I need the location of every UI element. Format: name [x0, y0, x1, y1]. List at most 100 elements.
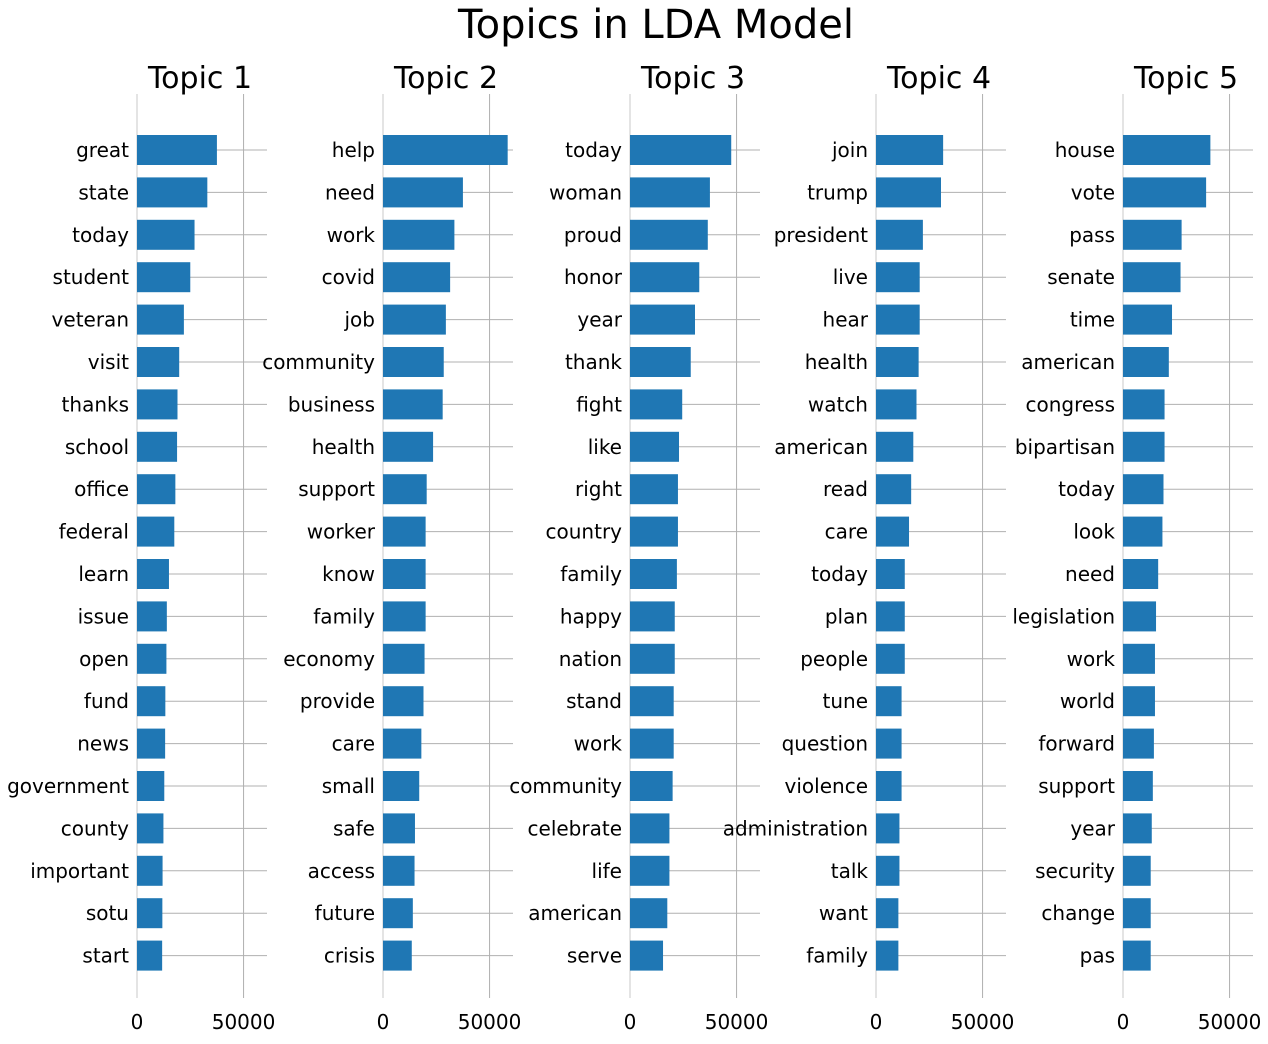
bar [630, 177, 710, 208]
y-tick-label: help [332, 138, 375, 162]
bar [1123, 559, 1159, 589]
y-tick-label: honor [564, 265, 623, 289]
bar [876, 643, 905, 674]
bar [137, 686, 166, 717]
topic-panel: join trump president live hear health watch ame… [723, 61, 1015, 1034]
topic-title: Topic 3 [640, 61, 745, 96]
bar [383, 262, 451, 293]
bar [876, 940, 899, 971]
topic-title: Topic 1 [147, 61, 252, 96]
bar [630, 559, 677, 589]
topic-title: Topic 5 [1133, 61, 1238, 96]
y-tick-label: great [76, 138, 129, 162]
y-tick-label: start [82, 944, 129, 968]
y-tick-label: watch [808, 392, 868, 416]
bar [1123, 474, 1164, 505]
bar [383, 177, 463, 208]
y-tick-label: change [1041, 901, 1115, 925]
bar [630, 940, 664, 971]
bar [1123, 135, 1211, 165]
x-tick-label: 0 [131, 1010, 144, 1034]
y-tick-label: need [325, 180, 375, 204]
y-tick-label: family [806, 944, 868, 968]
y-tick-label: access [308, 859, 375, 883]
topic-title: Topic 4 [886, 61, 991, 96]
y-tick-label: people [800, 647, 868, 671]
x-tick-label: 50000 [1198, 1010, 1262, 1034]
bar [137, 262, 191, 293]
bar [137, 219, 195, 250]
bar [1123, 219, 1182, 250]
bar [630, 219, 708, 250]
bar [876, 813, 900, 844]
y-tick-label: future [315, 901, 375, 925]
bar [630, 135, 732, 165]
y-tick-label: family [313, 604, 375, 628]
y-tick-label: news [77, 732, 129, 756]
y-tick-label: covid [322, 265, 375, 289]
bar [137, 474, 176, 505]
y-tick-label: american [528, 901, 622, 925]
y-tick-label: read [823, 477, 868, 501]
chart-title: Topics in LDA Model [457, 2, 854, 48]
y-tick-label: support [298, 477, 375, 501]
bar [1123, 262, 1181, 293]
bar [630, 431, 680, 462]
y-tick-label: legislation [1012, 604, 1115, 628]
y-tick-label: health [805, 350, 868, 374]
y-tick-label: community [509, 774, 622, 798]
bar [383, 559, 426, 589]
y-tick-label: office [74, 477, 129, 501]
y-tick-label: visit [88, 350, 129, 374]
y-tick-label: like [588, 435, 622, 459]
bar [876, 516, 910, 547]
bar [630, 643, 675, 674]
y-tick-label: thanks [62, 392, 129, 416]
y-tick-label: security [1035, 859, 1115, 883]
bar [876, 135, 944, 165]
y-tick-label: need [1065, 562, 1115, 586]
y-tick-label: important [30, 859, 129, 883]
bar [1123, 347, 1169, 377]
bar [630, 304, 695, 335]
y-tick-label: bipartisan [1015, 435, 1115, 459]
y-tick-label: plan [825, 604, 868, 628]
bar [876, 601, 905, 632]
bar [383, 389, 443, 420]
topic-panel: today woman proud honor year thank fight like ri… [509, 61, 768, 1034]
topic-title: Topic 2 [393, 61, 498, 96]
x-tick-label: 50000 [458, 1010, 522, 1034]
bar [876, 855, 900, 886]
bar [876, 431, 914, 462]
y-tick-label: issue [78, 604, 129, 628]
y-tick-label: federal [59, 520, 129, 544]
bar [383, 813, 415, 844]
y-tick-label: year [577, 308, 622, 332]
x-tick-label: 0 [870, 1010, 883, 1034]
bar [876, 898, 899, 929]
bar [137, 135, 217, 165]
y-tick-label: pas [1080, 944, 1115, 968]
bar [137, 898, 163, 929]
y-tick-label: vote [1071, 180, 1115, 204]
x-tick-label: 50000 [705, 1010, 769, 1034]
bar [137, 431, 178, 462]
y-tick-label: forward [1038, 732, 1115, 756]
y-tick-label: american [1021, 350, 1115, 374]
bar [383, 898, 413, 929]
bar [383, 686, 424, 717]
bar [383, 516, 426, 547]
y-tick-label: today [1058, 477, 1115, 501]
y-tick-label: health [312, 435, 375, 459]
y-tick-label: work [327, 223, 376, 247]
bar [876, 219, 923, 250]
bar [383, 940, 412, 971]
y-tick-label: work [1067, 647, 1116, 671]
y-tick-label: care [825, 520, 868, 544]
bar [876, 728, 902, 759]
y-tick-label: look [1073, 520, 1115, 544]
bar [1123, 431, 1165, 462]
bar [630, 601, 675, 632]
bar [137, 559, 169, 589]
bar [383, 728, 422, 759]
